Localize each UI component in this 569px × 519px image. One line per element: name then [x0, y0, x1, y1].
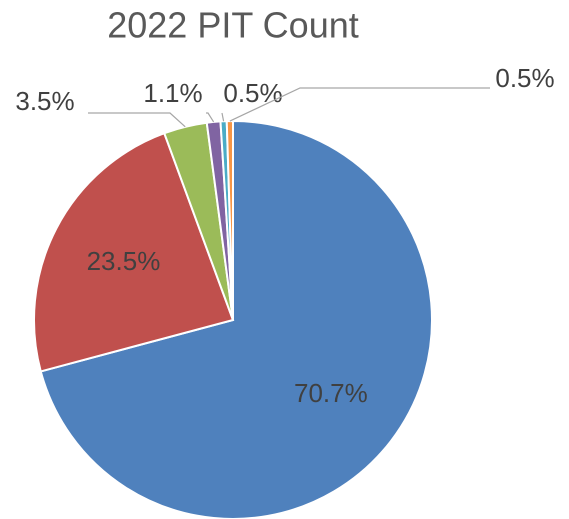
data-label: 1.1%	[143, 78, 202, 108]
leader-line	[88, 112, 186, 128]
leader-line	[229, 87, 490, 122]
chart-title: 2022 PIT Count	[107, 5, 359, 46]
data-label: 0.5%	[223, 78, 282, 108]
data-label: 23.5%	[87, 246, 161, 276]
pie-slice	[39, 119, 433, 519]
leader-line	[221, 112, 225, 122]
pie-slice	[33, 131, 235, 373]
data-label: 3.5%	[15, 86, 74, 116]
data-label: 70.7%	[294, 378, 368, 408]
leader-line	[206, 112, 215, 123]
data-label: 0.5%	[495, 63, 554, 93]
